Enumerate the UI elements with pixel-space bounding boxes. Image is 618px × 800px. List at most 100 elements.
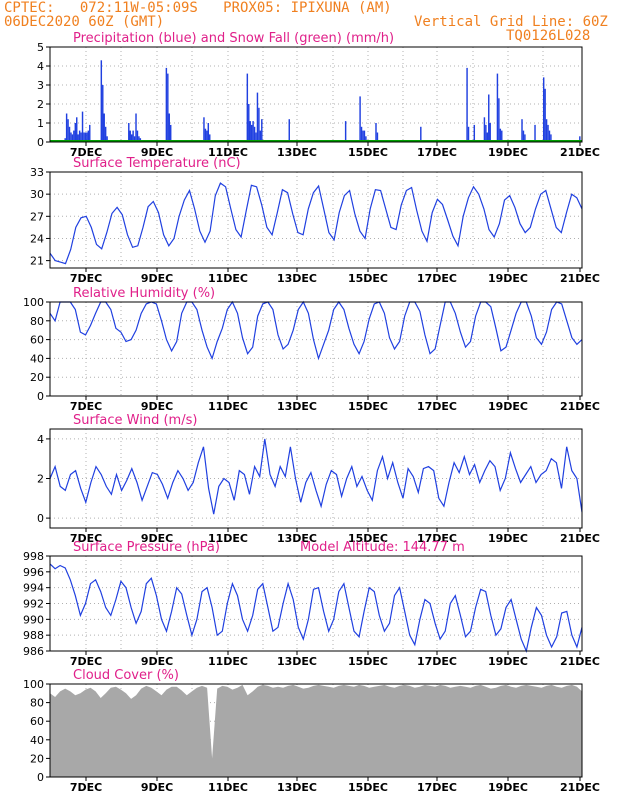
precip-bar: [467, 126, 470, 142]
x-tick-label: 13DEC: [277, 532, 317, 545]
precip-bar: [550, 134, 552, 142]
x-tick-label: 9DEC: [141, 146, 173, 159]
y-tick-label: 0: [37, 771, 44, 784]
precip-bar: [498, 98, 500, 142]
header-model-id: TQ0126L028: [506, 28, 591, 44]
precip-bar: [65, 113, 68, 142]
precip-bar: [76, 117, 78, 142]
precip-bar: [203, 117, 205, 142]
precip-bar: [255, 132, 257, 142]
precip-bar: [74, 123, 77, 142]
header-grid-note: Vertical Grid Line: 60Z: [414, 14, 608, 30]
precip-bar: [375, 123, 377, 142]
x-tick-label: 15DEC: [348, 781, 388, 794]
y-tick-label: 30: [30, 188, 44, 201]
precip-bar: [545, 119, 548, 142]
x-tick-label: 11DEC: [208, 532, 248, 545]
x-tick-label: 9DEC: [141, 400, 173, 413]
y-tick-label: 21: [30, 255, 44, 268]
precip-bar: [376, 132, 379, 142]
precip-bar: [501, 130, 503, 142]
precip-bar: [77, 134, 79, 142]
x-tick-label: 19DEC: [488, 146, 528, 159]
x-tick-label: 19DEC: [488, 400, 528, 413]
x-tick-label: 17DEC: [417, 532, 457, 545]
y-tick-label: 2: [37, 98, 44, 111]
precip-bar: [68, 126, 71, 142]
x-tick-label: 17DEC: [417, 655, 457, 668]
x-tick-label: 11DEC: [208, 655, 248, 668]
x-tick-label: 21DEC: [560, 146, 600, 159]
precip-bar: [67, 119, 69, 142]
x-tick-label: 21DEC: [560, 400, 600, 413]
y-tick-label: 992: [23, 598, 44, 611]
y-tick-label: 60: [30, 715, 44, 728]
precip-bar: [129, 130, 131, 142]
precip-bar: [128, 123, 130, 142]
x-tick-label: 13DEC: [277, 655, 317, 668]
x-tick-label: 13DEC: [277, 781, 317, 794]
precip-bar: [78, 130, 81, 142]
x-tick-label: 9DEC: [141, 532, 173, 545]
precip-bar: [100, 60, 103, 142]
panel-title: Cloud Cover (%): [73, 668, 179, 683]
y-tick-label: 27: [30, 210, 44, 223]
precip-bar: [133, 136, 136, 142]
precip-bar: [499, 128, 502, 142]
y-tick-label: 100: [23, 678, 44, 691]
y-tick-label: 5: [37, 41, 44, 54]
precip-bar: [83, 132, 85, 142]
y-tick-label: 24: [30, 232, 44, 245]
x-tick-label: 13DEC: [277, 400, 317, 413]
x-tick-label: 19DEC: [488, 532, 528, 545]
y-tick-label: 0: [37, 512, 44, 525]
precip-bar: [486, 132, 489, 142]
precip-bar: [485, 124, 487, 142]
x-tick-label: 17DEC: [417, 400, 457, 413]
precip-bar: [84, 132, 87, 142]
precip-bar: [70, 132, 72, 142]
precip-bar: [420, 126, 422, 142]
panel-frame: [49, 171, 583, 269]
precip-bar: [136, 130, 139, 142]
precip-bar: [206, 130, 208, 142]
y-tick-label: 998: [23, 550, 44, 563]
precip-bar: [534, 124, 536, 142]
x-tick-label: 19DEC: [488, 272, 528, 285]
x-tick-label: 21DEC: [560, 532, 600, 545]
precip-bar: [80, 132, 82, 142]
y-tick-label: 988: [23, 629, 44, 642]
precip-bar: [483, 117, 486, 142]
x-tick-label: 15DEC: [348, 532, 388, 545]
precip-bar: [253, 126, 256, 142]
precip-bar: [259, 130, 262, 142]
precip-bar: [248, 104, 250, 142]
precip-bar: [102, 85, 104, 142]
panel-title: Surface Wind (m/s): [73, 413, 197, 428]
y-tick-label: 994: [23, 582, 44, 595]
panel-title: Surface Pressure (hPa): [73, 540, 220, 555]
header-date: 06DEC2020 60Z (GMT): [4, 14, 165, 30]
precip-bar: [168, 113, 170, 142]
precip-bar: [132, 130, 134, 142]
y-tick-label: 2: [37, 473, 44, 486]
precip-bar: [249, 121, 251, 142]
precip-bar: [521, 119, 523, 142]
precip-bar: [138, 136, 140, 142]
y-tick-label: 20: [30, 371, 44, 384]
precip-bar: [73, 130, 75, 142]
y-tick-label: 1: [37, 117, 44, 130]
precip-bar: [169, 124, 172, 142]
panel-frame: [49, 301, 583, 397]
y-tick-label: 80: [30, 315, 44, 328]
panel-frame: [49, 46, 583, 143]
y-tick-label: 986: [23, 645, 44, 658]
y-tick-label: 0: [37, 390, 44, 403]
precip-bar: [86, 132, 88, 142]
y-tick-label: 0: [37, 136, 44, 149]
precip-bar: [103, 113, 105, 142]
precip-bar: [496, 73, 499, 142]
precip-bar: [522, 130, 525, 142]
precip-bar: [579, 136, 581, 142]
